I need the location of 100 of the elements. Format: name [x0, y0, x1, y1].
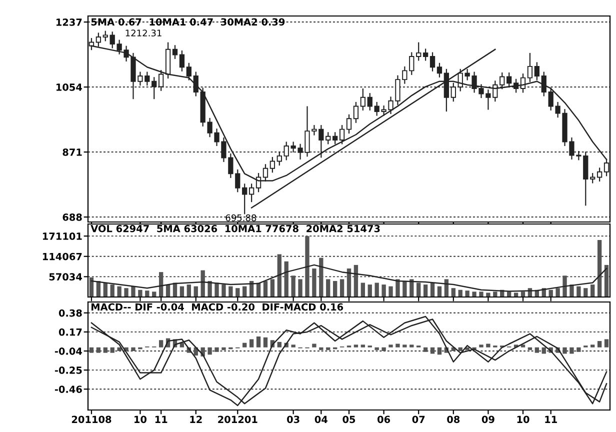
bar [291, 276, 296, 297]
bar [437, 347, 442, 355]
bar [340, 279, 344, 297]
bar [479, 292, 484, 297]
bar [180, 286, 184, 297]
candlestick [270, 156, 276, 174]
candlestick [346, 114, 352, 134]
bar [604, 339, 609, 348]
bar [124, 288, 128, 297]
bar [576, 347, 581, 352]
bar [590, 284, 595, 297]
candlestick [158, 69, 164, 92]
bar [89, 347, 94, 353]
candlestick [186, 62, 192, 81]
x-tick-label: 10 [134, 416, 146, 424]
bar [430, 347, 435, 354]
candlestick [179, 50, 185, 72]
bar [472, 292, 476, 297]
bar [208, 347, 212, 355]
candlestick [332, 132, 338, 145]
y-tick-label: -0.04 [54, 347, 82, 355]
bar [249, 339, 254, 348]
y-tick-label: -0.25 [54, 366, 82, 374]
candlestick [276, 151, 282, 166]
x-tick-label: 06 [378, 416, 390, 424]
bar [242, 342, 247, 348]
bar [298, 279, 302, 297]
bar [214, 347, 219, 352]
candlestick [541, 71, 546, 97]
bar [312, 268, 316, 297]
candlestick [450, 82, 456, 102]
bar [604, 264, 609, 297]
candlestick [422, 48, 428, 62]
annotation: 5MA 0.67 10MA1 0.47 30MA2 0.39 [91, 18, 285, 26]
y-tick-label: 688 [62, 214, 82, 221]
x-tick-label: 11 [545, 416, 557, 423]
bar [388, 344, 393, 348]
bar [236, 288, 240, 297]
bar [110, 284, 114, 297]
bar [597, 341, 602, 348]
bar [277, 254, 282, 297]
bar [451, 288, 456, 297]
candlestick [436, 62, 442, 78]
candlestick [506, 72, 512, 88]
bar [382, 284, 386, 297]
y-tick-label: 0.38 [58, 309, 82, 317]
bar [145, 290, 150, 297]
bar [576, 286, 581, 297]
y-tick-label: -0.46 [54, 386, 82, 393]
bar [117, 286, 122, 297]
bar [263, 280, 268, 297]
bar [208, 280, 212, 297]
y-tick-label: 0.17 [58, 328, 82, 336]
bar [263, 337, 268, 348]
annotation: 1212.31 [126, 30, 162, 36]
candlestick [596, 167, 602, 182]
candlestick [500, 72, 505, 90]
candlestick [416, 42, 422, 62]
x-tick-label: 12 [190, 416, 202, 423]
bar [597, 240, 602, 297]
bar [410, 344, 414, 348]
y-tick-label: 57034 [49, 273, 82, 281]
bar [562, 347, 567, 354]
bar [514, 292, 518, 297]
bar [479, 344, 484, 348]
bar [402, 280, 407, 297]
bar [520, 344, 526, 348]
bar [256, 336, 261, 348]
bar [382, 347, 386, 352]
candlestick [248, 183, 254, 203]
bar [360, 282, 366, 297]
bar [284, 261, 288, 297]
x-tick-label: 09 [482, 416, 494, 424]
candlestick [527, 52, 533, 83]
bar [346, 268, 352, 297]
annotation: VOL 62947 5MA 63026 10MA1 77678 20MA2 51473 [90, 224, 380, 232]
x-tick-label: 03 [287, 416, 300, 424]
bar [534, 347, 540, 353]
bar [270, 279, 275, 297]
candlestick [339, 124, 345, 145]
annotation: 695.88 [226, 214, 256, 222]
bar [291, 344, 296, 348]
bar [319, 258, 324, 297]
bar [590, 344, 595, 348]
x-tick-label: 07 [412, 416, 425, 424]
bar [542, 347, 546, 354]
x-tick-label: 201108 [72, 416, 112, 424]
bar [138, 290, 142, 297]
bar [570, 347, 574, 354]
candlestick [590, 172, 596, 184]
bar [131, 347, 136, 352]
bar [416, 282, 421, 297]
candlestick [326, 132, 331, 145]
y-tick-label: 114067 [42, 252, 82, 260]
bar [186, 284, 192, 297]
bar [103, 347, 108, 353]
bar [562, 276, 567, 297]
x-tick-label: 04 [314, 416, 328, 424]
bar [402, 344, 407, 348]
bar [396, 344, 400, 348]
